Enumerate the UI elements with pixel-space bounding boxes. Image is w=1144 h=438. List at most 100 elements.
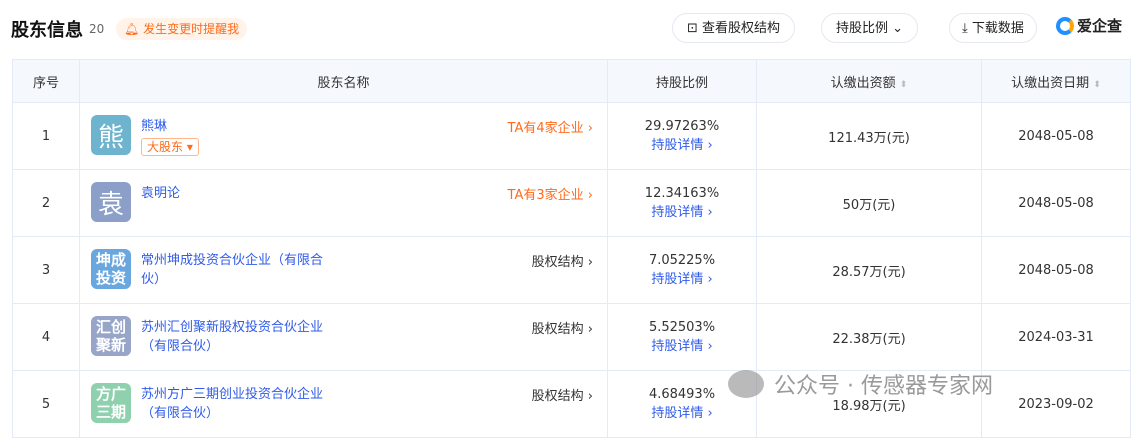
row-no: 2 bbox=[12, 169, 80, 237]
shareholder-name-link[interactable]: 熊琳 bbox=[141, 119, 168, 134]
name-cell: 熊 熊琳大股东 ▾ TA有4家企业 › bbox=[79, 102, 608, 170]
col-ratio: 持股比例 bbox=[607, 59, 757, 103]
detail-label: 持股详情 bbox=[651, 138, 704, 153]
watermark-text: 公众号 · 传感器专家网 bbox=[774, 374, 993, 399]
ratio-cell: 7.05225% 持股详情 › bbox=[607, 236, 757, 304]
related-companies-link[interactable]: TA有3家企业 › bbox=[508, 184, 593, 203]
view-structure-button[interactable]: ⊡ 查看股权结构 bbox=[672, 13, 796, 43]
sort-icon[interactable]: ⬍ bbox=[899, 79, 908, 90]
amount-cell: 18.98万(元) bbox=[756, 370, 982, 438]
detail-label: 持股详情 bbox=[651, 205, 704, 220]
name-cell: 汇创 聚新 苏州汇创聚新股权投资合伙企业（有限合伙） 股权结构 › bbox=[79, 303, 608, 371]
right-link-label: TA有4家企业 bbox=[507, 121, 584, 136]
shareholder-name-link[interactable]: 袁明论 bbox=[141, 186, 181, 201]
equity-structure-link[interactable]: 股权结构 › bbox=[532, 251, 593, 270]
equity-structure-link[interactable]: 股权结构 › bbox=[532, 318, 593, 337]
view-structure-label: 查看股权结构 bbox=[702, 21, 781, 36]
download-button[interactable]: ⤓ 下载数据 bbox=[949, 13, 1037, 43]
section-title: 股东信息 bbox=[11, 20, 83, 41]
right-link-label: TA有3家企业 bbox=[507, 188, 584, 203]
col-date[interactable]: 认缴出资日期 ⬍ bbox=[981, 59, 1131, 103]
amount-cell: 22.38万(元) bbox=[756, 303, 982, 371]
chevron-down-icon: ⌄ bbox=[892, 21, 904, 36]
sort-icon[interactable]: ⬍ bbox=[1093, 79, 1101, 90]
ratio-filter-dropdown[interactable]: 持股比例 ⌄ bbox=[821, 13, 919, 43]
holding-detail-link[interactable]: 持股详情 › bbox=[609, 134, 755, 153]
col-amount[interactable]: 认缴出资额 ⬍ bbox=[756, 59, 982, 103]
date-cell: 2048-05-08 bbox=[981, 102, 1131, 170]
right-link-label: 股权结构 bbox=[531, 389, 584, 404]
name-cell: 方广 三期 苏州方广三期创业投资合伙企业（有限合伙） 股权结构 › bbox=[79, 370, 608, 438]
chevron-right-icon: › bbox=[707, 138, 713, 153]
shareholder-name-link[interactable]: 苏州方广三期创业投资合伙企业（有限合伙） bbox=[141, 387, 324, 421]
chevron-right-icon: › bbox=[587, 121, 593, 136]
amount-cell: 50万(元) bbox=[756, 169, 982, 237]
change-remind-button[interactable]: 🔔︎ 发生变更时提醒我 bbox=[116, 18, 248, 40]
aiqicha-logo: 爱企查 bbox=[1056, 15, 1122, 36]
row-no: 4 bbox=[12, 303, 80, 371]
logo-text: 爱企查 bbox=[1077, 17, 1123, 35]
row-no: 3 bbox=[12, 236, 80, 304]
chevron-right-icon: › bbox=[707, 339, 713, 354]
avatar[interactable]: 熊 bbox=[91, 115, 131, 155]
col-name: 股东名称 bbox=[79, 59, 608, 103]
holding-detail-link[interactable]: 持股详情 › bbox=[609, 268, 755, 287]
ratio-filter-label: 持股比例 bbox=[836, 21, 889, 36]
chevron-right-icon: › bbox=[587, 255, 593, 270]
shareholder-name-link[interactable]: 苏州汇创聚新股权投资合伙企业（有限合伙） bbox=[141, 320, 324, 354]
avatar[interactable]: 汇创 聚新 bbox=[91, 316, 131, 356]
holding-detail-link[interactable]: 持股详情 › bbox=[609, 201, 755, 220]
wechat-icon bbox=[728, 370, 764, 398]
date-cell: 2023-09-02 bbox=[981, 370, 1131, 438]
col-date-label: 认缴出资日期 bbox=[1011, 75, 1090, 91]
table-row: 2 袁 袁明论 TA有3家企业 › 12.34163% 持股详情 › 50万(元)… bbox=[12, 169, 1131, 237]
detail-label: 持股详情 bbox=[651, 339, 704, 354]
amount-cell: 28.57万(元) bbox=[756, 236, 982, 304]
shareholder-count: 20 bbox=[89, 22, 105, 36]
structure-icon: ⊡ bbox=[687, 21, 698, 36]
row-no: 5 bbox=[12, 370, 80, 438]
logo-icon bbox=[1056, 16, 1074, 35]
table-row: 1 熊 熊琳大股东 ▾ TA有4家企业 › 29.97263% 持股详情 › 12… bbox=[12, 102, 1131, 170]
ratio-cell: 5.52503% 持股详情 › bbox=[607, 303, 757, 371]
ratio-value: 7.05225% bbox=[648, 253, 716, 268]
detail-label: 持股详情 bbox=[651, 406, 704, 421]
major-shareholder-tag[interactable]: 大股东 ▾ bbox=[141, 138, 199, 156]
ratio-cell: 12.34163% 持股详情 › bbox=[607, 169, 757, 237]
ratio-cell: 29.97263% 持股详情 › bbox=[607, 102, 757, 170]
related-companies-link[interactable]: TA有4家企业 › bbox=[508, 117, 593, 136]
avatar[interactable]: 袁 bbox=[91, 182, 131, 222]
date-cell: 2048-05-08 bbox=[981, 169, 1131, 237]
tag-label: 大股东 bbox=[147, 140, 184, 154]
amount-cell: 121.43万(元) bbox=[756, 102, 982, 170]
table-row: 4 汇创 聚新 苏州汇创聚新股权投资合伙企业（有限合伙） 股权结构 › 5.525… bbox=[12, 303, 1131, 371]
remind-label: 发生变更时提醒我 bbox=[143, 22, 240, 36]
ratio-value: 5.52503% bbox=[648, 320, 716, 335]
chevron-right-icon: › bbox=[587, 322, 593, 337]
ratio-value: 4.68493% bbox=[648, 387, 716, 402]
col-amount-label: 认缴出资额 bbox=[830, 75, 896, 91]
bell-icon: 🔔︎ bbox=[124, 22, 140, 36]
right-link-label: 股权结构 bbox=[531, 322, 584, 337]
row-no: 1 bbox=[12, 102, 80, 170]
equity-structure-link[interactable]: 股权结构 › bbox=[532, 385, 593, 404]
holding-detail-link[interactable]: 持股详情 › bbox=[609, 402, 755, 421]
name-cell: 坤成 投资 常州坤成投资合伙企业（有限合伙） 股权结构 › bbox=[79, 236, 608, 304]
avatar[interactable]: 方广 三期 bbox=[91, 383, 131, 423]
holding-detail-link[interactable]: 持股详情 › bbox=[609, 335, 755, 354]
download-icon: ⤓ bbox=[962, 21, 968, 36]
right-link-label: 股权结构 bbox=[531, 255, 584, 270]
chevron-right-icon: › bbox=[707, 205, 713, 220]
ratio-value: 12.34163% bbox=[644, 186, 720, 201]
shareholder-table: 序号 股东名称 持股比例 认缴出资额 ⬍ 认缴出资日期 ⬍ 1 熊 熊琳大股东 … bbox=[12, 59, 1131, 438]
section-header: 股东信息 20 🔔︎ 发生变更时提醒我 ⊡ 查看股权结构 持股比例 ⌄ ⤓ 下载… bbox=[0, 0, 1144, 58]
date-cell: 2024-03-31 bbox=[981, 303, 1131, 371]
chevron-right-icon: › bbox=[707, 406, 713, 421]
shareholder-name-link[interactable]: 常州坤成投资合伙企业（有限合伙） bbox=[141, 253, 324, 287]
col-no: 序号 bbox=[12, 59, 80, 103]
detail-label: 持股详情 bbox=[651, 272, 704, 287]
date-cell: 2048-05-08 bbox=[981, 236, 1131, 304]
avatar[interactable]: 坤成 投资 bbox=[91, 249, 131, 289]
watermark: 公众号 · 传感器专家网 bbox=[728, 368, 993, 400]
chevron-right-icon: › bbox=[587, 188, 593, 203]
